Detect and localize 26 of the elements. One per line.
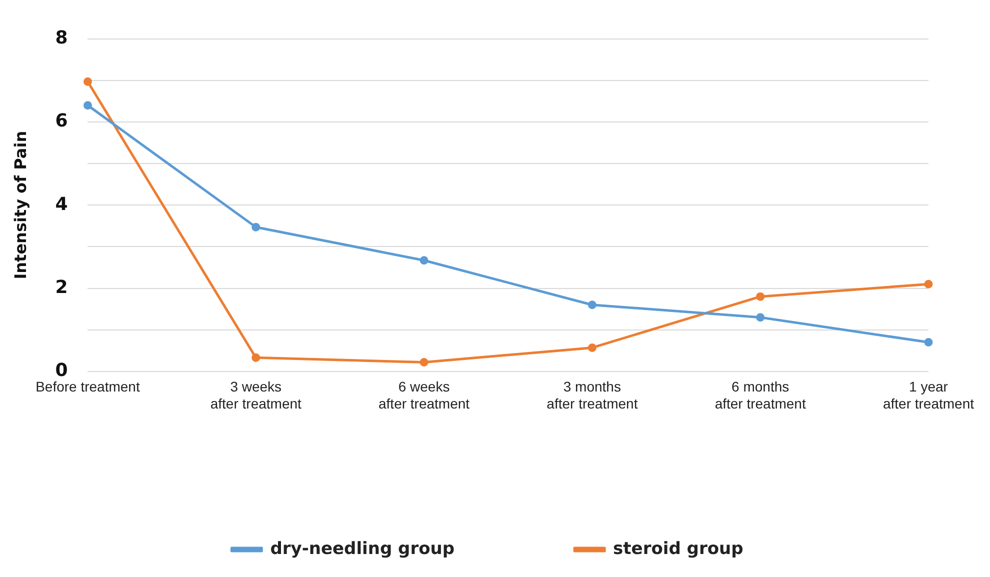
point — [924, 338, 933, 347]
y-tick-label: 4 — [55, 194, 68, 215]
x-tick-label: 3 months after treatment — [546, 378, 638, 412]
point — [588, 343, 596, 352]
point — [83, 77, 92, 86]
x-tick-label: 3 weeks after treatment — [210, 378, 302, 412]
y-tick-label: 8 — [55, 27, 68, 48]
y-axis-title: Intensity of Pain — [10, 130, 30, 280]
point — [83, 101, 92, 110]
legend-label: dry-needling group — [270, 538, 455, 559]
point — [420, 256, 428, 265]
point — [588, 300, 596, 310]
point — [924, 280, 933, 288]
point — [252, 353, 260, 362]
y-tick-label: 6 — [55, 110, 68, 132]
x-tick-label: Before treatment — [36, 378, 140, 395]
point — [756, 313, 765, 322]
point — [252, 222, 260, 232]
point — [420, 358, 428, 367]
y-tick-label: 2 — [55, 276, 68, 298]
x-tick-label: 6 months after treatment — [714, 378, 806, 412]
x-tick-label: 6 weeks after treatment — [378, 378, 470, 412]
y-tick-label: 0 — [55, 360, 68, 382]
x-tick-label: 1 year after treatment — [882, 378, 974, 412]
legend-label: steroid group — [613, 538, 744, 559]
point — [756, 292, 765, 301]
